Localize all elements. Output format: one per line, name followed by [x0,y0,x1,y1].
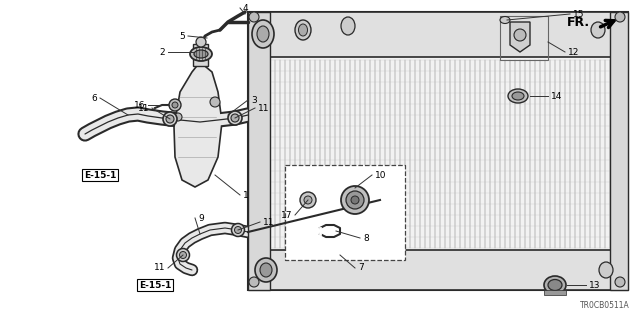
Ellipse shape [304,196,312,204]
Ellipse shape [298,24,307,36]
Text: 14: 14 [551,92,563,100]
Bar [544,290,566,295]
Ellipse shape [166,115,174,123]
Text: 15: 15 [573,10,584,19]
Ellipse shape [341,186,369,214]
Circle shape [514,29,526,41]
Circle shape [615,277,625,287]
Ellipse shape [548,279,562,291]
Text: 17: 17 [280,211,292,220]
Ellipse shape [194,50,208,58]
Ellipse shape [260,263,272,277]
Polygon shape [174,62,222,187]
Ellipse shape [300,192,316,208]
Circle shape [249,12,259,22]
Ellipse shape [500,17,510,23]
Text: 1: 1 [243,190,249,199]
Ellipse shape [346,191,364,209]
Text: E-15-1: E-15-1 [139,281,171,290]
Ellipse shape [179,252,186,259]
Ellipse shape [190,47,212,61]
Bar [193,44,208,66]
Bar [610,12,628,290]
Text: 8: 8 [363,234,369,243]
Ellipse shape [599,262,613,278]
Bar [248,12,628,290]
Text: 16: 16 [134,100,145,109]
Bar [248,12,270,290]
Ellipse shape [508,89,528,103]
Text: 3: 3 [251,95,257,105]
Polygon shape [510,22,530,52]
Ellipse shape [174,113,182,121]
Bar [500,16,548,60]
Text: E-15-1: E-15-1 [84,171,116,180]
Text: 2: 2 [159,47,165,57]
Text: 11: 11 [263,218,275,227]
Bar [248,250,628,290]
Ellipse shape [544,276,566,294]
Ellipse shape [252,20,274,48]
Text: 4: 4 [243,4,248,12]
Ellipse shape [512,92,524,100]
Ellipse shape [169,99,181,111]
Ellipse shape [341,17,355,35]
Ellipse shape [177,249,189,261]
Ellipse shape [295,20,311,40]
Text: 13: 13 [589,281,600,290]
Ellipse shape [234,227,241,234]
Ellipse shape [210,97,220,107]
Text: 11: 11 [258,103,269,113]
Circle shape [615,12,625,22]
Text: FR.: FR. [567,15,590,28]
Ellipse shape [232,223,244,236]
Text: TR0CB0511A: TR0CB0511A [580,301,630,310]
Ellipse shape [172,102,178,108]
Ellipse shape [255,258,277,282]
Text: 7: 7 [358,263,364,273]
Text: 12: 12 [568,47,579,57]
Circle shape [249,277,259,287]
Bar [285,165,405,260]
Ellipse shape [231,114,239,122]
Ellipse shape [591,22,605,38]
Text: 11: 11 [138,103,149,113]
Text: 11: 11 [154,263,165,273]
Text: 10: 10 [375,171,387,180]
Bar [248,12,628,57]
Ellipse shape [257,26,269,42]
Ellipse shape [351,196,359,204]
Text: 9: 9 [198,213,204,222]
Text: 5: 5 [179,31,185,41]
Ellipse shape [228,111,242,125]
Text: 6: 6 [92,93,97,102]
Circle shape [196,37,206,47]
Ellipse shape [163,112,177,126]
